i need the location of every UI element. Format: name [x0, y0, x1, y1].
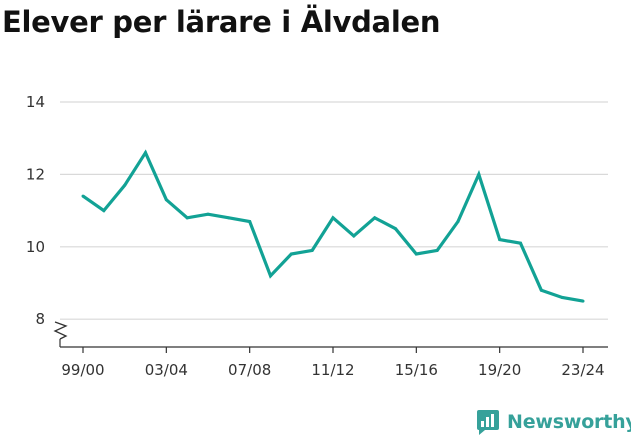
data-point-10-11	[310, 248, 314, 252]
data-point-22-23	[560, 295, 564, 299]
x-tick-label-99/00: 99/00	[61, 361, 104, 379]
data-point-18-19	[477, 172, 481, 176]
x-axis	[53, 321, 608, 348]
newsworthy-chart-icon	[477, 410, 499, 435]
x-axis-ticks: 99/00 03/04 07/08 11/12 15/16 19/20 23/24	[61, 347, 605, 379]
data-point-13-14	[373, 216, 377, 220]
y-tick-label-12: 12	[26, 165, 45, 183]
gridlines	[60, 101, 608, 320]
chart-title: Elever per lärare i Älvdalen	[2, 5, 441, 39]
data-point-03-04	[164, 198, 168, 202]
x-tick-label-03/04: 03/04	[145, 361, 188, 379]
data-point-17-18	[456, 219, 460, 223]
data-point-02-03	[144, 151, 147, 155]
data-point-21-22	[539, 288, 543, 292]
y-axis-ticks: 8 10 12 14	[26, 93, 45, 328]
data-point-19-20	[498, 238, 502, 242]
data-point-12-13	[352, 234, 356, 238]
y-tick-label-8: 8	[35, 310, 45, 328]
data-point-00-01	[102, 209, 106, 213]
axis-break-icon	[53, 321, 68, 340]
newsworthy-logo: Newsworthy	[476, 407, 631, 437]
x-tick-label-15/16: 15/16	[395, 361, 438, 379]
x-tick-label-19/20: 19/20	[478, 361, 521, 379]
data-point-16-17	[435, 248, 439, 252]
data-point-07-08	[248, 219, 252, 223]
data-point-09-10	[289, 252, 293, 256]
data-point-01-02	[123, 183, 127, 187]
data-point-05-06	[206, 212, 210, 216]
x-tick-label-11/12: 11/12	[311, 361, 354, 379]
data-point-11-12	[331, 216, 335, 220]
newsworthy-wordmark: Newsworthy	[507, 411, 631, 433]
data-point-06-07	[227, 216, 231, 220]
data-point-15-16	[414, 252, 418, 256]
y-tick-label-14: 14	[26, 93, 45, 111]
data-point-14-15	[394, 227, 397, 231]
x-tick-label-07/08: 07/08	[228, 361, 271, 379]
y-tick-label-10: 10	[26, 238, 45, 256]
data-point-23-24	[581, 299, 585, 303]
data-point-04-05	[185, 216, 189, 220]
series-group	[81, 149, 585, 303]
data-point-99-00	[81, 194, 85, 198]
x-tick-label-23/24: 23/24	[561, 361, 604, 379]
data-point-20-21	[519, 241, 522, 245]
data-point-08-09	[269, 274, 272, 278]
